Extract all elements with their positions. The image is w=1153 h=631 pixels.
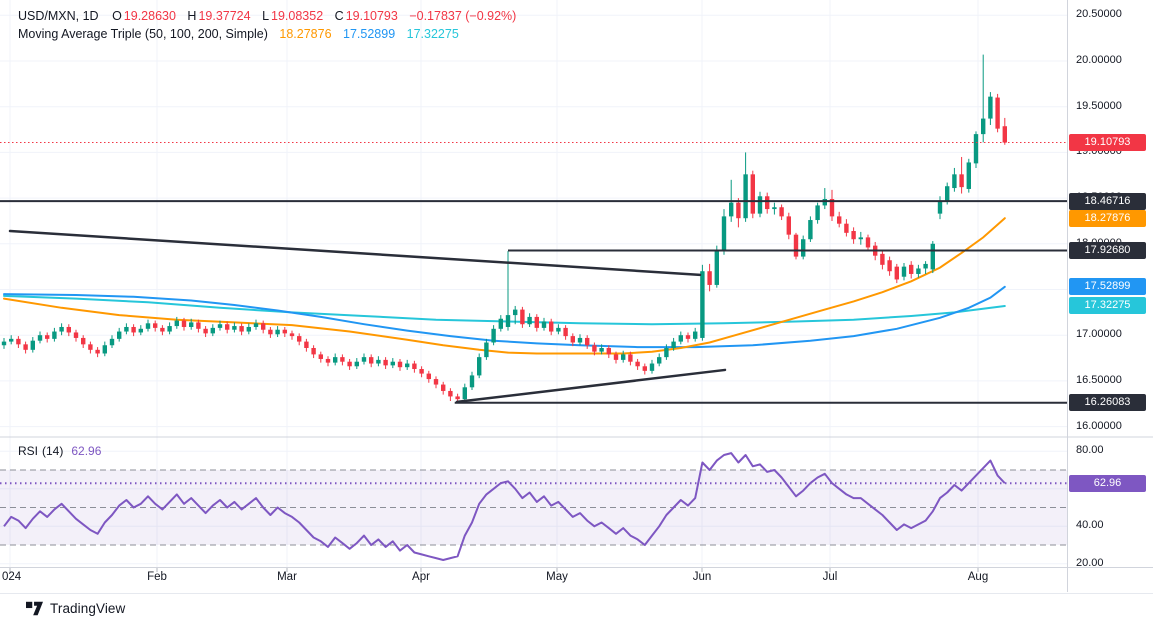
- badge-level-16-26083: 16.26083: [1069, 394, 1146, 412]
- high-label: H: [187, 9, 197, 23]
- price-tick-17.00000: 17.00000: [1076, 328, 1122, 341]
- ma-legend-row: Moving Average Triple (50, 100, 200, Sim…: [18, 25, 524, 43]
- rsi-tick-80.00: 80.00: [1076, 444, 1104, 457]
- badge-level-17-92680: 17.92680: [1069, 241, 1146, 259]
- high-value: 19.37724: [198, 9, 251, 23]
- badge-ma-200: 17.32275: [1069, 297, 1146, 315]
- rsi-tick-20.00: 20.00: [1076, 556, 1104, 569]
- time-label-Jul: Jul: [822, 571, 838, 583]
- badge-ma-50: 18.27876: [1069, 209, 1146, 227]
- badge-last-price: 19.10793: [1069, 134, 1146, 152]
- rsi-pane[interactable]: [0, 437, 1067, 567]
- ma200-value: 17.32275: [406, 27, 459, 41]
- rsi-tick-40.00: 40.00: [1076, 519, 1104, 532]
- tradingview-logo-icon: [26, 601, 43, 616]
- rsi-value: 62.96: [71, 444, 102, 458]
- symbol-legend-row: USD/MXN, 1D O 19.28630 H 19.37724 L 19.0835…: [18, 7, 524, 25]
- ma-indicator-title: Moving Average Triple (50, 100, 200, Sim…: [18, 27, 268, 41]
- price-tick-19.50000: 19.50000: [1076, 99, 1122, 112]
- rsi-title: RSI: [18, 444, 39, 458]
- close-value: 19.10793: [345, 9, 398, 23]
- close-label: C: [334, 9, 344, 23]
- rsi-params: (14): [42, 444, 64, 458]
- price-tick-20.50000: 20.50000: [1076, 8, 1122, 21]
- price-axis[interactable]: [1067, 0, 1153, 592]
- symbol-title: USD/MXN, 1D: [18, 9, 99, 23]
- low-value: 19.08352: [271, 9, 324, 23]
- price-tick-16.50000: 16.50000: [1076, 373, 1122, 386]
- time-label-Apr: Apr: [412, 571, 430, 583]
- badge-ma-100: 17.52899: [1069, 278, 1146, 296]
- chart-legend: USD/MXN, 1D O 19.28630 H 19.37724 L 19.0835…: [18, 7, 524, 43]
- tradingview-logo-text: TradingView: [50, 601, 126, 616]
- ma50-value: 18.27876: [279, 27, 332, 41]
- badge-level-18-46716: 18.46716: [1069, 192, 1146, 210]
- open-label: O: [112, 9, 122, 23]
- rsi-legend: RSI (14) 62.96: [18, 444, 101, 458]
- tradingview-logo[interactable]: TradingView: [26, 601, 125, 616]
- time-axis[interactable]: [0, 567, 1153, 594]
- low-label: L: [262, 9, 270, 23]
- time-label-Feb: Feb: [147, 571, 167, 583]
- time-label-024: 024: [2, 571, 22, 583]
- time-label-Mar: Mar: [277, 571, 297, 583]
- price-tick-16.00000: 16.00000: [1076, 419, 1122, 432]
- time-label-May: May: [546, 571, 568, 583]
- time-label-Jun: Jun: [692, 571, 712, 583]
- change-value: −0.17837 (−0.92%): [409, 9, 517, 23]
- price-pane[interactable]: [0, 0, 1067, 437]
- price-tick-20.00000: 20.00000: [1076, 54, 1122, 66]
- ma100-value: 17.52899: [343, 27, 396, 41]
- time-label-Aug: Aug: [967, 571, 989, 583]
- open-value: 19.28630: [123, 9, 176, 23]
- badge-rsi-value: 62.96: [1069, 474, 1146, 492]
